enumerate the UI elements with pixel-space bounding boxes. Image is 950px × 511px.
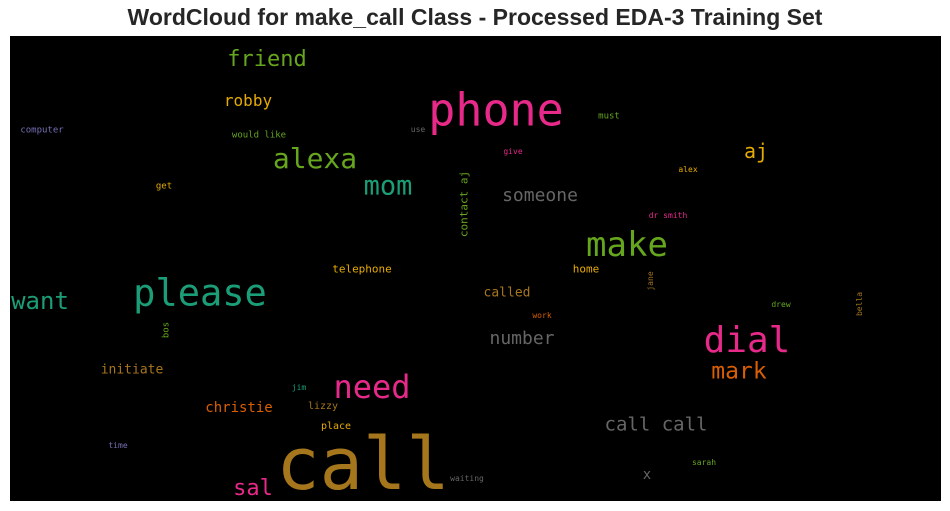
word-place: place xyxy=(320,421,352,432)
word-drew: drew xyxy=(771,300,791,309)
word-sarah: sarah xyxy=(691,458,717,467)
word-want: want xyxy=(11,287,69,315)
word-robby: robby xyxy=(223,91,273,110)
word-contact-aj: contact aj xyxy=(457,170,471,238)
word-aj: aj xyxy=(743,139,769,163)
word-telephone: telephone xyxy=(332,262,392,276)
word-sal: sal xyxy=(233,476,273,501)
word-give: give xyxy=(503,147,523,156)
word-mom: mom xyxy=(363,170,413,202)
word-call-call: call call xyxy=(604,413,708,436)
word-time: time xyxy=(108,441,128,450)
word-initiate: initiate xyxy=(100,362,164,378)
word-waiting: waiting xyxy=(450,474,484,483)
word-bos: bos xyxy=(161,321,172,339)
word-computer: computer xyxy=(20,125,64,136)
word-please: please xyxy=(133,271,267,315)
word-need: need xyxy=(333,368,411,406)
word-christie: christie xyxy=(205,400,273,416)
word-friend: friend xyxy=(227,47,307,72)
word-make: make xyxy=(586,225,668,265)
word-bella: bella xyxy=(855,291,864,317)
word-called: called xyxy=(483,285,531,301)
word-must: must xyxy=(598,111,620,122)
word-alexa: alexa xyxy=(272,142,358,175)
word-phone: phone xyxy=(428,83,564,137)
word-call: call xyxy=(276,422,450,501)
word-get: get xyxy=(155,181,173,192)
word-lizzy: lizzy xyxy=(307,401,339,412)
wordcloud-canvas: call phone please dial make need alexa mom want m… xyxy=(10,36,941,501)
word-number: number xyxy=(489,328,555,349)
word-mark: mark xyxy=(711,358,767,385)
word-work: work xyxy=(532,311,552,320)
word-dial: dial xyxy=(703,320,791,361)
word-would-like: would like xyxy=(231,130,287,141)
word-jim: jim xyxy=(291,383,307,392)
word-use: use xyxy=(410,125,426,134)
word-x: x xyxy=(642,467,652,483)
word-dr-smith: dr smith xyxy=(648,211,688,220)
word-home: home xyxy=(572,262,600,276)
word-jane: jane xyxy=(646,271,655,291)
word-someone: someone xyxy=(502,185,578,206)
word-alex: alex xyxy=(678,165,698,174)
chart-title: WordCloud for make_call Class - Processe… xyxy=(127,4,823,30)
